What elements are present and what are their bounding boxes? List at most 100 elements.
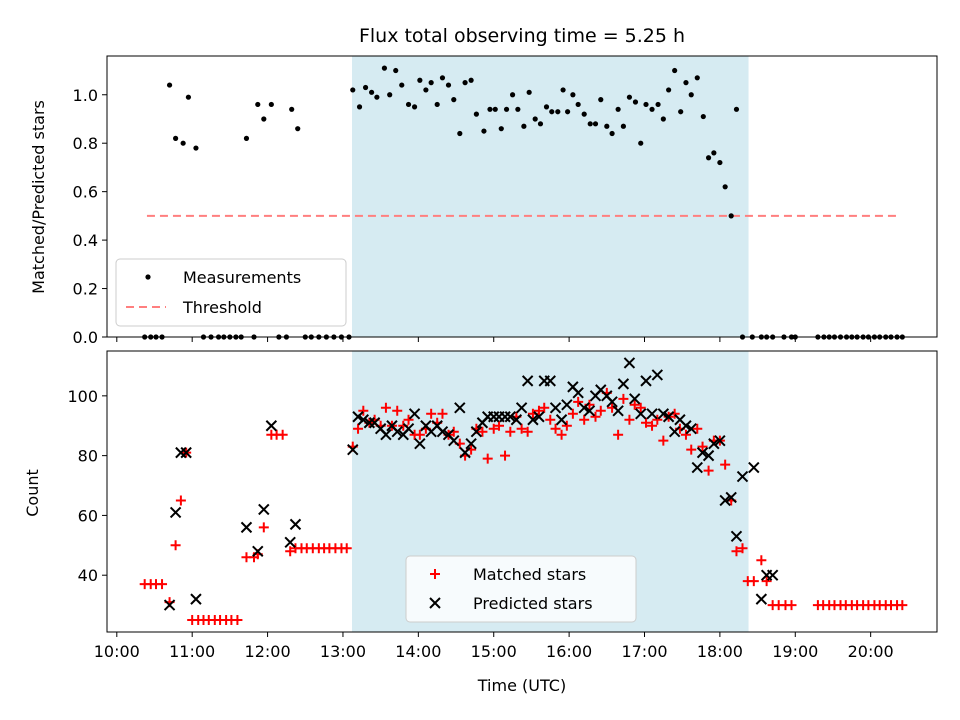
measurement-point [180,140,186,146]
legend-bottom: Matched stars Predicted stars [405,555,637,623]
x-axis-label: Time (UTC) [477,676,566,695]
predicted-star-point [736,470,749,483]
predicted-star-point [635,408,647,420]
predicted-star-point [169,506,182,519]
predicted-star-point [504,411,517,423]
measurement-point [615,106,621,112]
matched-star-point [761,576,772,587]
matched-star-point [358,405,369,416]
measurement-point [417,77,423,83]
x-tick-label: 17:00 [621,642,667,661]
predicted-star-point [748,461,760,474]
measurement-point [649,106,655,112]
predicted-star-point [668,426,681,438]
predicted-star-point [691,461,703,474]
predicted-star-point [465,437,477,450]
measurement-point [666,87,672,93]
measurement-point [672,67,678,74]
measurement-point [521,123,527,129]
predicted-star-point [527,414,539,426]
predicted-star-point [408,408,421,420]
predicted-star-point [646,408,658,420]
matched-star-point [629,399,640,410]
predicted-star-point [572,387,584,399]
matched-star-point [641,417,652,428]
measurement-point [393,67,399,74]
predicted-star-point [470,426,483,438]
matched-star-point [170,540,181,551]
predicted-star-point [725,491,737,504]
matched-star-point [545,414,556,425]
predicted-star-point [555,414,568,426]
predicted-star-point [662,411,675,423]
predicted-star-point [252,545,264,557]
bottom-ylabel: Count [23,469,42,517]
predicted-star-point [685,423,697,435]
measurement-point [526,89,532,95]
measurement-point [399,82,405,88]
y-tick-label: 80 [78,447,98,466]
matched-star-point [737,543,748,554]
predicted-star-point [190,593,202,605]
predicted-star-point [702,449,715,462]
legend-top-box [115,258,347,327]
legend-predicted-label: Predicted stars [473,594,593,613]
measurement-point [295,126,301,132]
measurement-point [694,75,700,81]
measurement-point [434,101,440,108]
measurement-point [468,77,474,83]
y-tick-label: 0.0 [73,328,98,347]
matched-star-point [595,405,606,416]
measurement-point [565,109,571,115]
predicted-star-point [521,375,534,387]
predicted-star-point [265,420,278,432]
measurement-point [374,94,380,100]
predicted-star-point [240,521,253,534]
predicted-star-point [510,414,523,426]
predicted-star-point [284,536,296,549]
x-tick-label: 18:00 [697,642,743,661]
y-tick-label: 100 [67,387,98,406]
matched-star-point [426,408,437,419]
measurement-point [660,116,666,122]
measurement-point [185,94,192,100]
predicted-star-point [612,405,624,417]
predicted-star-point [414,437,426,450]
measurement-point [549,109,555,115]
matched-star-point [341,543,352,554]
matched-star-point [494,420,505,431]
measurement-point [604,123,610,129]
predicted-star-point [163,599,176,611]
x-tick-label: 12:00 [245,642,291,661]
measurement-point [532,116,538,122]
x-tick-label: 14:00 [395,642,441,661]
matched-star-point [482,453,493,464]
legend-measurements-label: Measurements [183,268,301,287]
measurement-point [678,109,684,115]
predicted-star-point [651,369,664,381]
measurement-point [632,99,639,105]
measurement-point [543,104,550,110]
measurement-point [643,101,649,108]
measurement-point [688,92,694,98]
measurement-point [581,111,587,117]
predicted-star-point [180,446,192,459]
legend-predicted-marker [429,597,441,609]
matched-star-point [624,414,635,425]
matched-star-point [692,423,703,434]
predicted-star-point [766,569,779,581]
top-panel: 0.0 0.2 0.4 0.6 0.8 1.0 Measurements Threshold [73,55,938,347]
y-tick-label: 0.4 [73,231,98,250]
predicted-star-point [623,357,636,369]
measurement-point [193,145,199,151]
matched-star-point [697,441,708,452]
matched-star-point [786,600,797,611]
matched-star-point [522,426,533,437]
measurement-point [609,130,615,137]
predicted-star-point [459,446,471,459]
predicted-star-point [533,411,545,423]
matched-star-point [505,426,516,437]
measurement-point [481,128,487,134]
matched-star-point [403,414,414,425]
